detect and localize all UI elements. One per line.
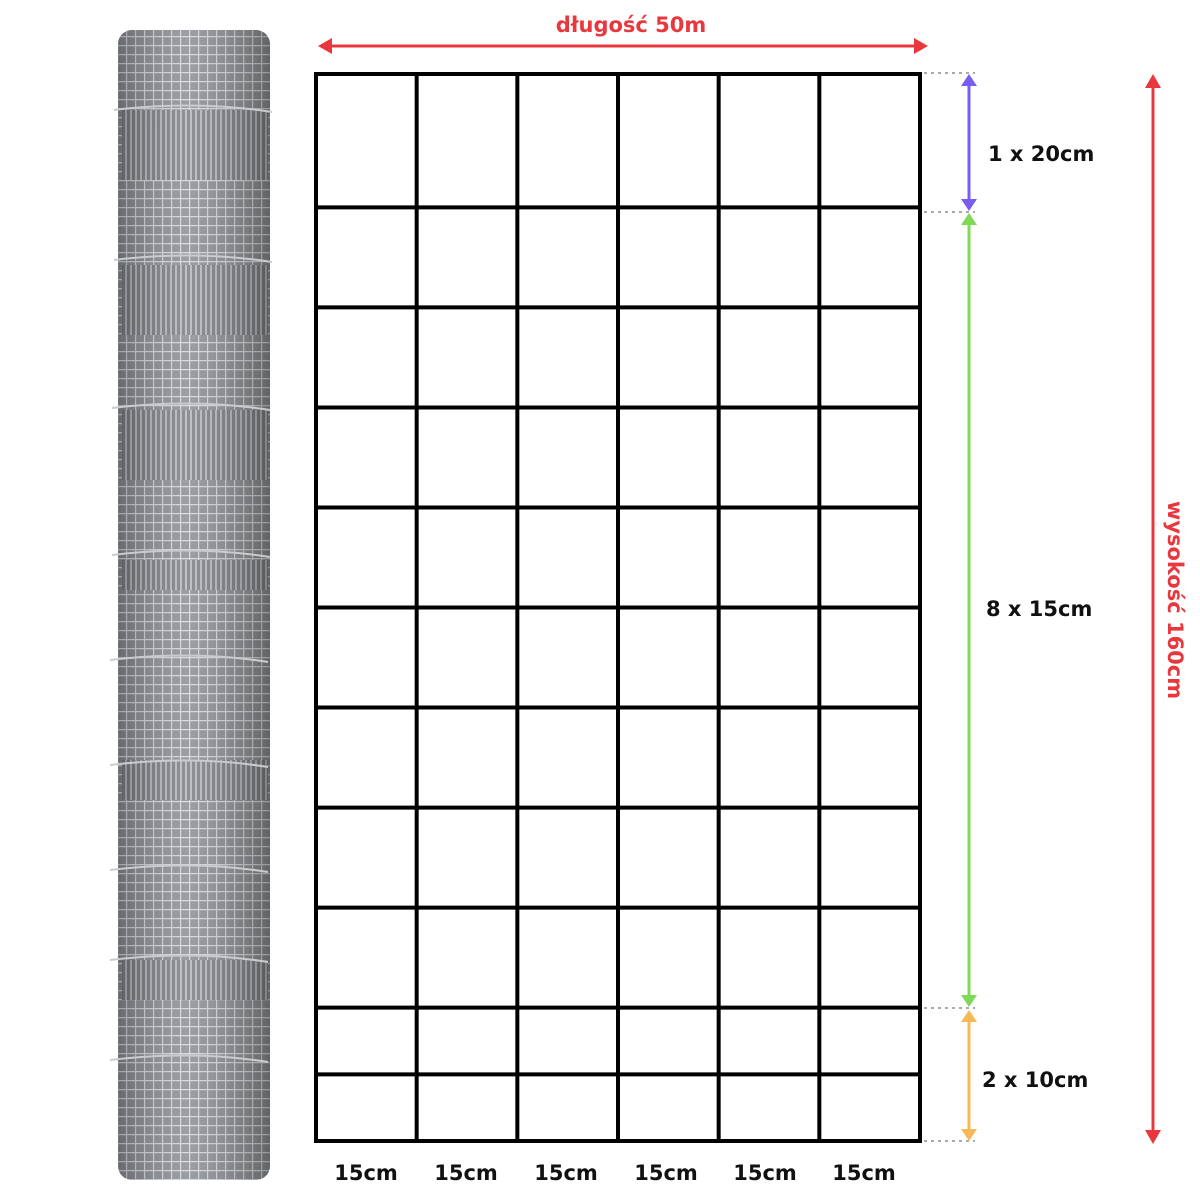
- top-segment-arrow: [961, 74, 977, 211]
- top-segment-label: 1 x 20cm: [988, 142, 1094, 166]
- guide-lines: [924, 72, 975, 1142]
- length-arrow: [318, 38, 928, 54]
- bottom-segment-label: 2 x 10cm: [982, 1068, 1088, 1092]
- height-arrow: [1145, 74, 1161, 1144]
- column-labels: 15cm 15cm 15cm 15cm 15cm 15cm: [334, 1161, 896, 1185]
- column-label: 15cm: [334, 1161, 398, 1185]
- column-label: 15cm: [434, 1161, 498, 1185]
- column-label: 15cm: [634, 1161, 698, 1185]
- wire-roll-image: [109, 30, 273, 1180]
- length-label: długość 50m: [556, 13, 707, 37]
- middle-segment-arrow: [961, 213, 977, 1007]
- middle-segment-label: 8 x 15cm: [986, 597, 1092, 621]
- column-label: 15cm: [832, 1161, 896, 1185]
- column-label: 15cm: [733, 1161, 797, 1185]
- height-label: wysokość 160cm: [1163, 501, 1187, 699]
- bottom-segment-arrow: [961, 1010, 977, 1141]
- fence-mesh-grid: [314, 72, 922, 1143]
- column-label: 15cm: [534, 1161, 598, 1185]
